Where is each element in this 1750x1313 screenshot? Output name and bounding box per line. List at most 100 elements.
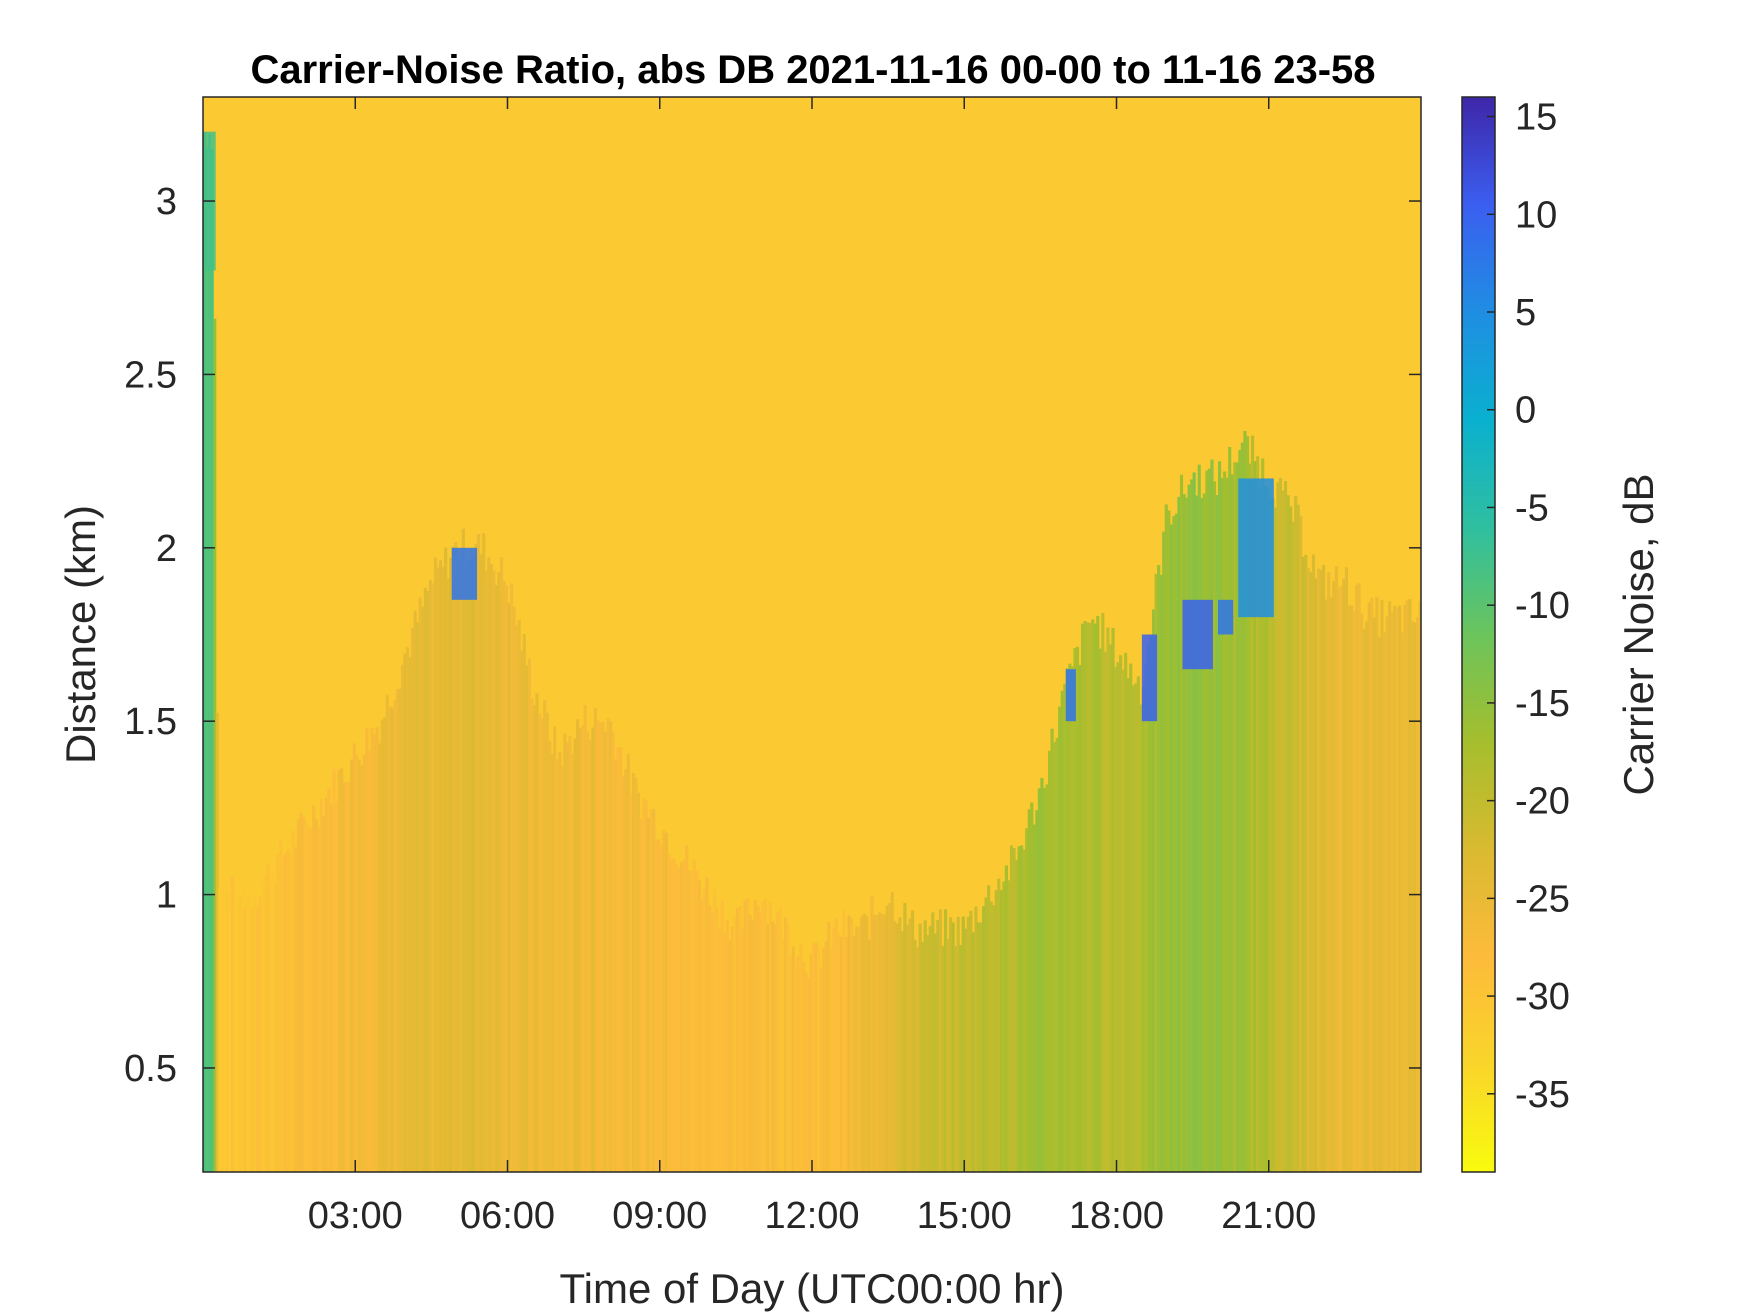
heatmap-column (799, 943, 803, 1172)
heatmap-column (916, 947, 920, 1172)
heatmap-column (636, 792, 641, 1172)
heatmap-column (753, 900, 757, 1172)
heatmap-column (596, 719, 600, 1172)
heatmap-column (657, 839, 661, 1172)
heatmap-column (1355, 584, 1359, 1172)
heatmap-column (1159, 574, 1163, 1172)
heatmap-column (875, 915, 879, 1172)
heatmap-column (979, 922, 983, 1172)
heatmap-column (616, 747, 620, 1172)
heatmap-column (1215, 495, 1219, 1172)
heatmap-column (827, 921, 831, 1172)
heatmap-column (370, 728, 374, 1172)
heatmap-column (1179, 474, 1184, 1173)
y-tick-label: 2 (156, 528, 177, 570)
heatmap-column (999, 890, 1003, 1172)
colorbar-gradient (1462, 97, 1495, 1172)
heatmap-column (271, 870, 275, 1172)
heatmap-column (489, 564, 493, 1172)
heatmap-column (766, 923, 770, 1172)
heatmap-column (1382, 632, 1387, 1172)
heatmap-column (1273, 507, 1277, 1173)
heatmap-column (791, 946, 795, 1172)
heatmap-column (1154, 573, 1158, 1172)
heatmap-column (537, 713, 542, 1172)
heatmap-column (418, 597, 422, 1172)
heatmap-column (740, 928, 745, 1172)
heatmap-column (885, 905, 889, 1172)
heatmap-column (492, 570, 496, 1172)
heatmap-column (393, 700, 397, 1172)
heatmap-column (844, 936, 849, 1172)
heatmap-column (1015, 859, 1019, 1172)
heatmap-column (789, 954, 793, 1172)
heatmap-column (1316, 568, 1321, 1172)
heatmap-column (1073, 648, 1077, 1172)
heatmap-column (728, 940, 732, 1172)
heatmap-column (1022, 849, 1026, 1172)
heatmap-column (324, 797, 328, 1172)
heatmap-column (870, 896, 874, 1172)
heatmap-column (1223, 471, 1227, 1172)
heatmap-column (1103, 651, 1107, 1172)
heatmap-column (1365, 621, 1369, 1172)
heatmap-column (1233, 462, 1237, 1173)
heatmap-column (1093, 623, 1097, 1172)
heatmap-column (471, 555, 476, 1172)
heatmap-column (431, 583, 435, 1172)
heatmap-column (773, 924, 778, 1172)
heatmap-column (1344, 567, 1349, 1172)
heatmap-column (931, 912, 935, 1172)
heatmap-column (593, 708, 597, 1172)
heatmap-column (1357, 583, 1361, 1172)
heatmap-column (621, 776, 625, 1172)
y-axis-label: Distance (km) (57, 505, 104, 764)
heatmap-column (951, 922, 955, 1172)
heatmap-column (601, 721, 605, 1172)
heatmap-column (1037, 788, 1041, 1172)
heatmap-column (641, 797, 646, 1172)
axis-ticks: 03:00 06:00 09:00 12:00 15:00 18:00 21:00 0.5 1 1… (124, 97, 1421, 1237)
heatmap-column (395, 689, 399, 1172)
heatmap-column (1296, 504, 1300, 1173)
heatmap-column (1225, 477, 1229, 1173)
heatmap-column (692, 860, 696, 1172)
heatmap-column (890, 891, 894, 1172)
colorbar-tick-label: -5 (1515, 487, 1549, 529)
heatmap-column (997, 878, 1001, 1172)
heatmap-column (570, 753, 575, 1172)
heatmap-column (527, 658, 531, 1172)
heatmap-column (1322, 565, 1326, 1172)
heatmap-column (644, 800, 648, 1172)
heatmap-column (309, 828, 313, 1172)
heatmap-column (1182, 494, 1186, 1173)
heatmap-column (263, 874, 268, 1172)
strong-echo-patch (1141, 634, 1158, 722)
heatmap-column (1058, 706, 1062, 1172)
heatmap-column (776, 911, 780, 1172)
heatmap-column (591, 727, 595, 1172)
heatmap-column (956, 916, 960, 1172)
heatmap-column (345, 781, 349, 1172)
heatmap-column (779, 906, 783, 1172)
heatmap-column (1063, 683, 1067, 1172)
heatmap-column (535, 693, 539, 1172)
heatmap-column (1372, 617, 1376, 1172)
heatmap-column (400, 664, 405, 1172)
heatmap-column (619, 747, 623, 1172)
heatmap-column (558, 751, 562, 1172)
heatmap-column (685, 845, 689, 1172)
heatmap-column (459, 555, 463, 1172)
heatmap-column (1375, 597, 1379, 1172)
heatmap-column (771, 920, 775, 1172)
heatmap-column (454, 542, 458, 1172)
heatmap-column (441, 566, 445, 1172)
heatmap-column (388, 706, 392, 1172)
heatmap-column (786, 924, 790, 1172)
heatmap-column (761, 901, 765, 1172)
heatmap-column (210, 149, 214, 1172)
heatmap-column (730, 927, 734, 1172)
heatmap-column (312, 805, 316, 1172)
heatmap-column (532, 705, 537, 1172)
heatmap-column (228, 908, 232, 1172)
